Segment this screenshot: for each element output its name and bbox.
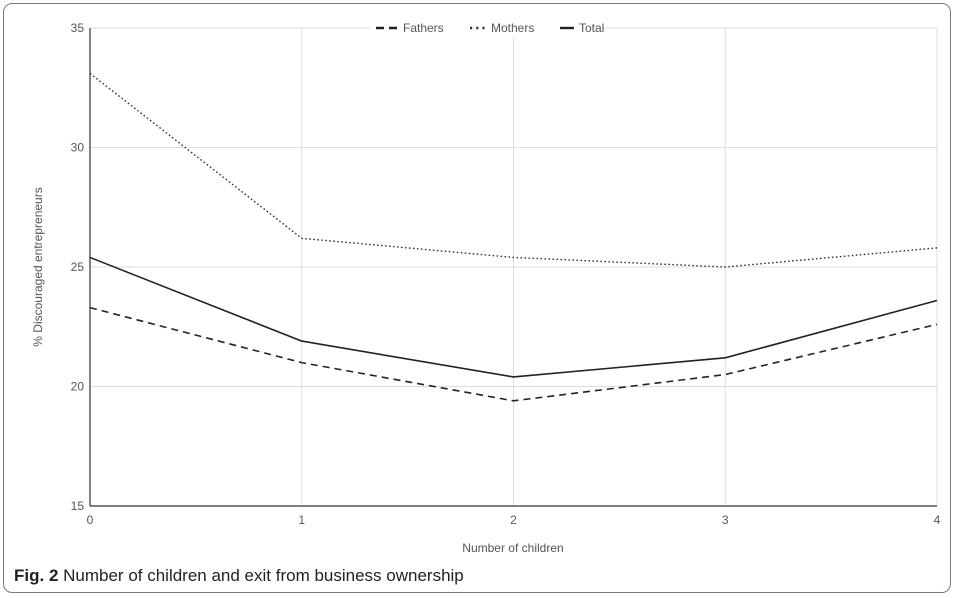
- x-tick-label: 0: [87, 513, 94, 527]
- series-lines: [89, 72, 938, 402]
- axes: 15 20 25 30 35 0 1 2 3 4: [71, 21, 941, 527]
- grid: [90, 27, 938, 506]
- y-tick-label: 20: [71, 380, 85, 394]
- series-line-mothers: [89, 72, 938, 268]
- legend-label-mothers: Mothers: [491, 21, 534, 35]
- figure-caption: Fig. 2 Number of children and exit from …: [14, 566, 464, 586]
- x-tick-label: 1: [298, 513, 305, 527]
- y-tick-label: 30: [71, 141, 85, 155]
- x-tick-label: 2: [510, 513, 517, 527]
- figure-caption-text: Number of children and exit from busines…: [58, 566, 464, 585]
- legend-background: [370, 19, 592, 37]
- figure-label: Fig. 2: [14, 566, 59, 585]
- legend-label-fathers: Fathers: [403, 21, 444, 35]
- legend-label-total: Total: [579, 21, 604, 35]
- x-tick-label: 4: [934, 513, 941, 527]
- y-tick-label: 35: [71, 21, 85, 35]
- figure-frame: [3, 3, 951, 593]
- x-axis-label: Number of children: [462, 541, 563, 555]
- series-line-total: [89, 256, 938, 378]
- series-line-fathers: [89, 306, 938, 402]
- y-tick-label: 25: [71, 260, 85, 274]
- y-axis-label: % Discouraged entrepreneurs: [31, 187, 45, 346]
- legend: Fathers Mothers Total: [370, 19, 604, 37]
- y-tick-label: 15: [71, 499, 85, 513]
- x-tick-label: 3: [722, 513, 729, 527]
